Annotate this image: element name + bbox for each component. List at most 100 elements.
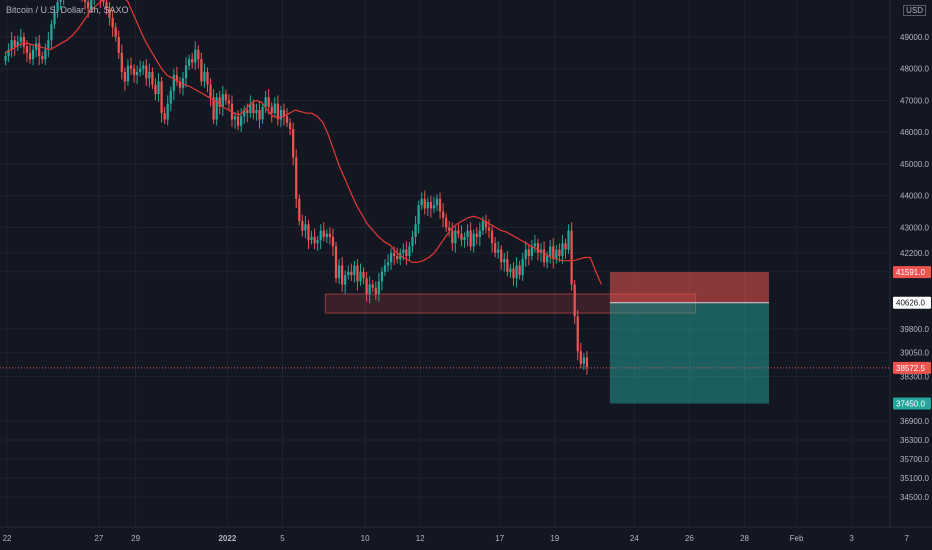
candle-body — [31, 49, 35, 60]
x-tick-label: 28 — [740, 534, 749, 543]
candle-body — [175, 75, 179, 82]
candle-body — [411, 236, 414, 247]
candle-body — [200, 59, 203, 82]
candle-body — [313, 236, 316, 244]
x-tick-label: 3 — [849, 534, 854, 543]
price-tag-stop — [893, 266, 931, 279]
candle-body — [194, 49, 197, 63]
candle-body — [212, 97, 215, 120]
candle-body — [344, 274, 347, 285]
candle-body — [579, 351, 582, 364]
candle-body — [515, 265, 518, 279]
candle-body — [393, 252, 396, 256]
stop-loss-zone — [609, 272, 769, 303]
candle-body — [41, 56, 44, 60]
candle-body — [178, 81, 182, 88]
candle-body — [570, 230, 573, 285]
candle-body — [334, 246, 338, 279]
candle-body — [22, 37, 26, 47]
candle-body — [13, 40, 16, 47]
y-tick-label: 49000.0 — [900, 33, 929, 42]
ma-polyline — [5, 0, 602, 285]
candle-body — [227, 100, 231, 104]
candle-body — [288, 122, 292, 130]
candle-body — [555, 249, 558, 260]
y-tick-label: 34500.0 — [900, 493, 929, 502]
candle-body — [475, 233, 478, 237]
candle-body — [353, 265, 356, 275]
candle-body — [252, 103, 255, 114]
x-tick-label: 10 — [361, 534, 370, 543]
y-tick-label: 39800.0 — [900, 325, 929, 334]
candle-body — [160, 81, 163, 114]
candle-body — [472, 233, 475, 247]
candle-body — [435, 198, 439, 206]
candle-body — [184, 65, 188, 79]
y-tick-label: 44000.0 — [900, 192, 929, 201]
candle-body — [114, 27, 117, 37]
candle-body — [328, 233, 332, 237]
candle-body — [377, 281, 380, 295]
candle-body — [457, 230, 460, 234]
candle-body — [117, 37, 120, 53]
y-tick-label: 42200.0 — [900, 249, 929, 258]
candle-body — [276, 103, 279, 120]
candle-body — [135, 71, 139, 76]
candle-body — [561, 243, 564, 256]
candle-body — [169, 90, 172, 104]
candle-body — [350, 271, 353, 275]
candle-body — [567, 230, 570, 250]
candle-body — [484, 221, 488, 228]
candle-body — [460, 233, 463, 241]
candle-body — [261, 106, 264, 120]
candle-body — [166, 103, 169, 120]
candle-body — [487, 227, 491, 231]
candle-body — [524, 249, 527, 260]
time-axis[interactable]: 22 27 29 2022 5 10 12 17 19 24 26 28 Feb 3 7 — [0, 526, 932, 550]
price-tag-label: 37450.0 — [896, 400, 925, 409]
candle-body — [87, 2, 90, 9]
candle-body — [154, 84, 157, 95]
candle-body — [132, 68, 136, 76]
candle-body — [4, 56, 7, 61]
candle-body — [157, 81, 160, 95]
candle-body — [59, 0, 62, 3]
candle-body — [512, 268, 515, 279]
candle-body — [466, 230, 469, 237]
currency-badge[interactable]: USD — [903, 5, 926, 16]
x-tick-label: 24 — [630, 534, 639, 543]
candle-body — [298, 198, 301, 222]
y-tick-label: 36300.0 — [900, 436, 929, 445]
candle-body — [542, 249, 546, 263]
candle-body — [552, 246, 555, 260]
candle-body — [490, 230, 494, 244]
price-tag-label: 38572.5 — [896, 364, 925, 373]
candle-body — [25, 46, 29, 53]
candle-body — [246, 109, 249, 114]
candle-body — [90, 0, 93, 9]
x-tick-label: 7 — [904, 534, 909, 543]
candle-body — [441, 211, 445, 218]
candle-body — [325, 233, 328, 237]
candle-body — [374, 287, 377, 295]
y-tick-label: 47000.0 — [900, 96, 929, 105]
candle-body — [197, 49, 200, 60]
short-position-tool[interactable] — [609, 272, 769, 404]
candle-body — [576, 316, 579, 352]
candle-body — [111, 17, 114, 28]
candle-body — [362, 271, 365, 279]
candle-body — [319, 230, 322, 241]
take-profit-zone — [609, 302, 769, 404]
y-tick-label: 35100.0 — [900, 474, 929, 483]
candle-body — [341, 265, 344, 285]
y-tick-label: 43000.0 — [900, 223, 929, 232]
candle-body — [454, 230, 457, 244]
candle-body — [285, 116, 289, 123]
candle-body — [120, 52, 123, 72]
candle-body — [307, 224, 310, 241]
candle-body — [151, 71, 154, 85]
candle-body — [145, 65, 148, 79]
candlestick-series — [4, 0, 589, 375]
candle-body — [209, 84, 212, 98]
